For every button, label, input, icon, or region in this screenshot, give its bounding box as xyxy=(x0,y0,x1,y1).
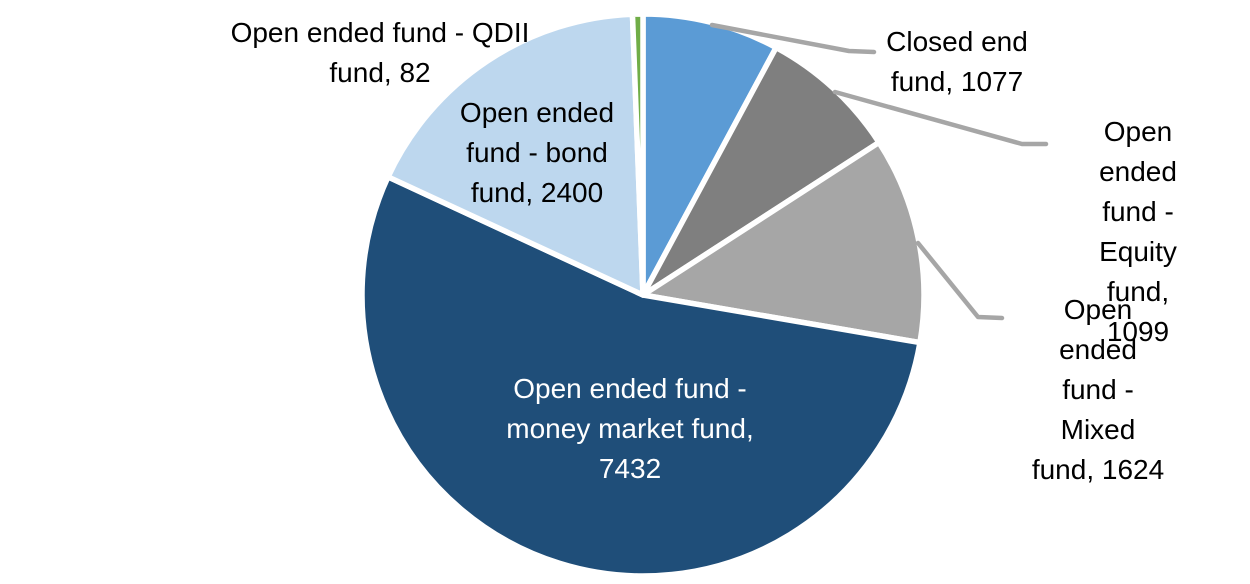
pie-slice-closed-end-fund xyxy=(640,11,779,298)
pie-slice-money-market-fund xyxy=(359,174,923,579)
slice-label-closed-end-fund: Closed end fund, 1077 xyxy=(886,26,1028,97)
pie-slice-equity-fund xyxy=(640,44,882,298)
pie-slice-bond-fund xyxy=(385,11,646,298)
slice-label-equity-fund: Open ended fund - Equity fund, 1099 xyxy=(1099,116,1177,347)
pie-slice-qdii-fund xyxy=(629,11,646,298)
leader-line-equity-fund xyxy=(832,89,1049,147)
slice-label-qdii-fund: Open ended fund - QDII fund, 82 xyxy=(230,17,530,88)
leader-line-mixed-fund xyxy=(915,240,1005,321)
slice-label-bond-fund: Open ended fund - bond fund, 2400 xyxy=(459,97,615,208)
slice-label-money-market-fund: Open ended fund - money market fund, 743… xyxy=(506,373,754,484)
slice-label-mixed-fund: Open ended fund - Mixed fund, 1624 xyxy=(1031,294,1165,485)
pie-slice-mixed-fund xyxy=(640,139,927,346)
leader-line-closed-end-fund xyxy=(709,22,877,55)
